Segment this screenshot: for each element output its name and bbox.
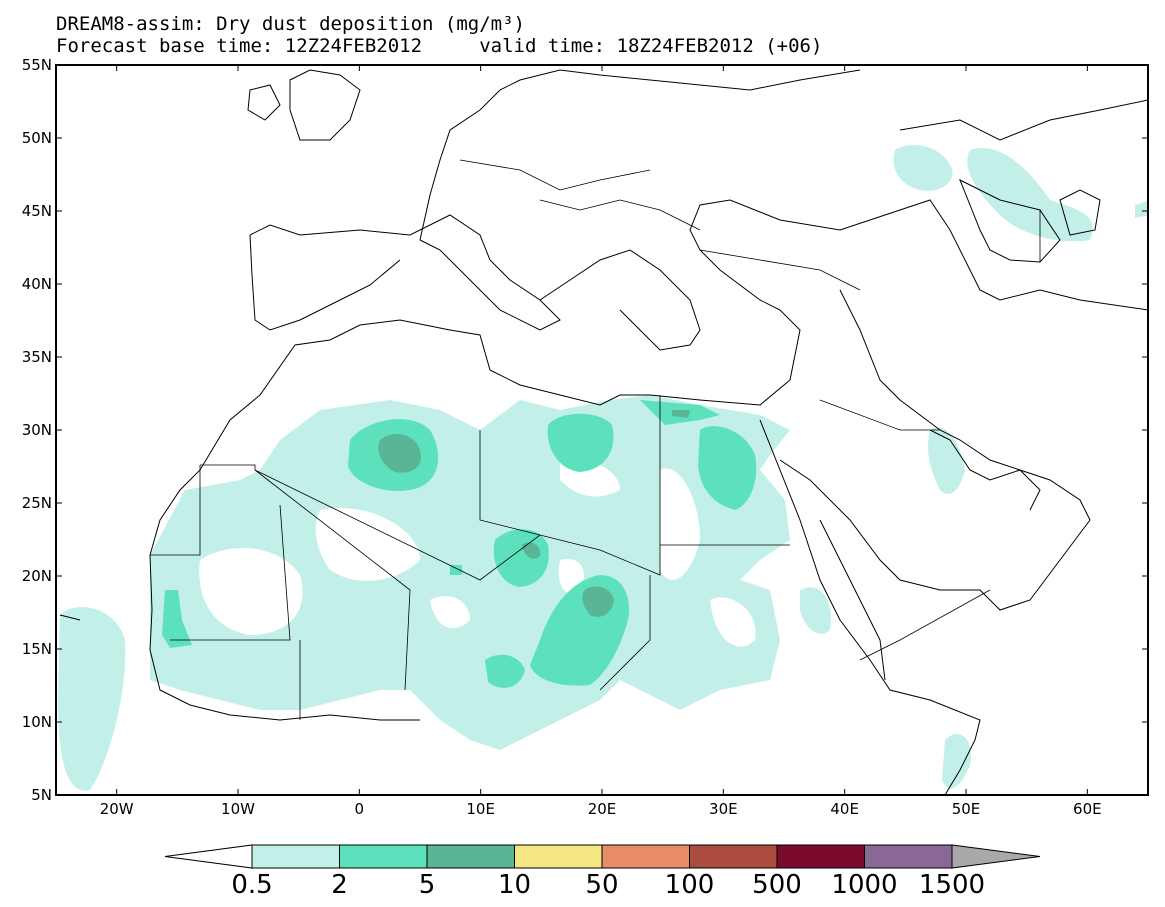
lon-tick-label: 10E — [466, 800, 495, 818]
lat-tick-label: 35N — [22, 348, 52, 366]
colorbar-swatch — [426, 844, 515, 869]
lon-tick-label: 60E — [1073, 800, 1102, 818]
map-title: DREAM8-assim: Dry dust deposition (mg/m³… — [56, 13, 525, 35]
colorbar-level-label: 50 — [585, 870, 619, 900]
lon-tick-label: 0 — [355, 800, 365, 818]
colorbar-level-label: 1000 — [831, 870, 898, 900]
colorbar-under-arrow — [164, 844, 253, 869]
deposition-dark — [378, 410, 690, 617]
colorbar-level-label: 10 — [497, 870, 532, 900]
deposition-gaps — [199, 459, 756, 647]
lat-tick-label: 40N — [22, 275, 52, 293]
lon-tick-label: 40E — [830, 800, 859, 818]
map-subtitle: Forecast base time: 12Z24FEB2012 valid t… — [56, 35, 823, 57]
lat-tick-label: 10N — [22, 713, 52, 731]
colorbar-level-label: 1500 — [918, 870, 986, 900]
colorbar-level-label: 500 — [752, 870, 802, 900]
lon-tick-label: 30E — [709, 800, 738, 818]
lon-tick-label: 50E — [952, 800, 981, 818]
lat-tick-label: 15N — [22, 640, 52, 658]
longitude-axis: 20W 10W 0 10E 20E 30E 40E 50E 60E — [100, 65, 1102, 818]
latitude-axis: 55N 50N 45N 40N 35N 30N 25N 20N 15N 10N 5N — [22, 56, 1148, 804]
colorbar-swatch — [776, 844, 865, 869]
dust-fields — [58, 145, 1148, 791]
colorbar — [164, 844, 1041, 869]
lat-tick-label: 30N — [22, 421, 52, 439]
colorbar-level-label: 100 — [664, 870, 715, 900]
colorbar-level-label: 5 — [418, 870, 436, 900]
deposition-light — [58, 145, 1148, 791]
lon-tick-label: 20W — [100, 800, 134, 818]
colorbar-level-label: 2 — [331, 870, 348, 900]
lat-tick-label: 5N — [31, 786, 52, 804]
colorbar-swatch — [864, 844, 953, 869]
lon-tick-label: 10W — [221, 800, 255, 818]
lat-tick-label: 45N — [22, 202, 52, 220]
lat-tick-label: 20N — [22, 567, 52, 585]
colorbar-over-arrow — [951, 844, 1041, 869]
lat-tick-label: 50N — [22, 129, 52, 147]
colorbar-swatch — [251, 844, 340, 869]
colorbar-swatch — [339, 844, 428, 869]
colorbar-level-label: 0.5 — [231, 870, 273, 900]
colorbar-swatch — [689, 844, 778, 869]
country-borders — [150, 159, 1041, 720]
colorbar-swatch — [601, 844, 690, 869]
lat-tick-label: 55N — [22, 56, 52, 74]
colorbar-swatch — [514, 844, 603, 869]
coastlines — [59, 69, 1148, 795]
lon-tick-label: 20E — [588, 800, 617, 818]
lat-tick-label: 25N — [22, 494, 52, 512]
